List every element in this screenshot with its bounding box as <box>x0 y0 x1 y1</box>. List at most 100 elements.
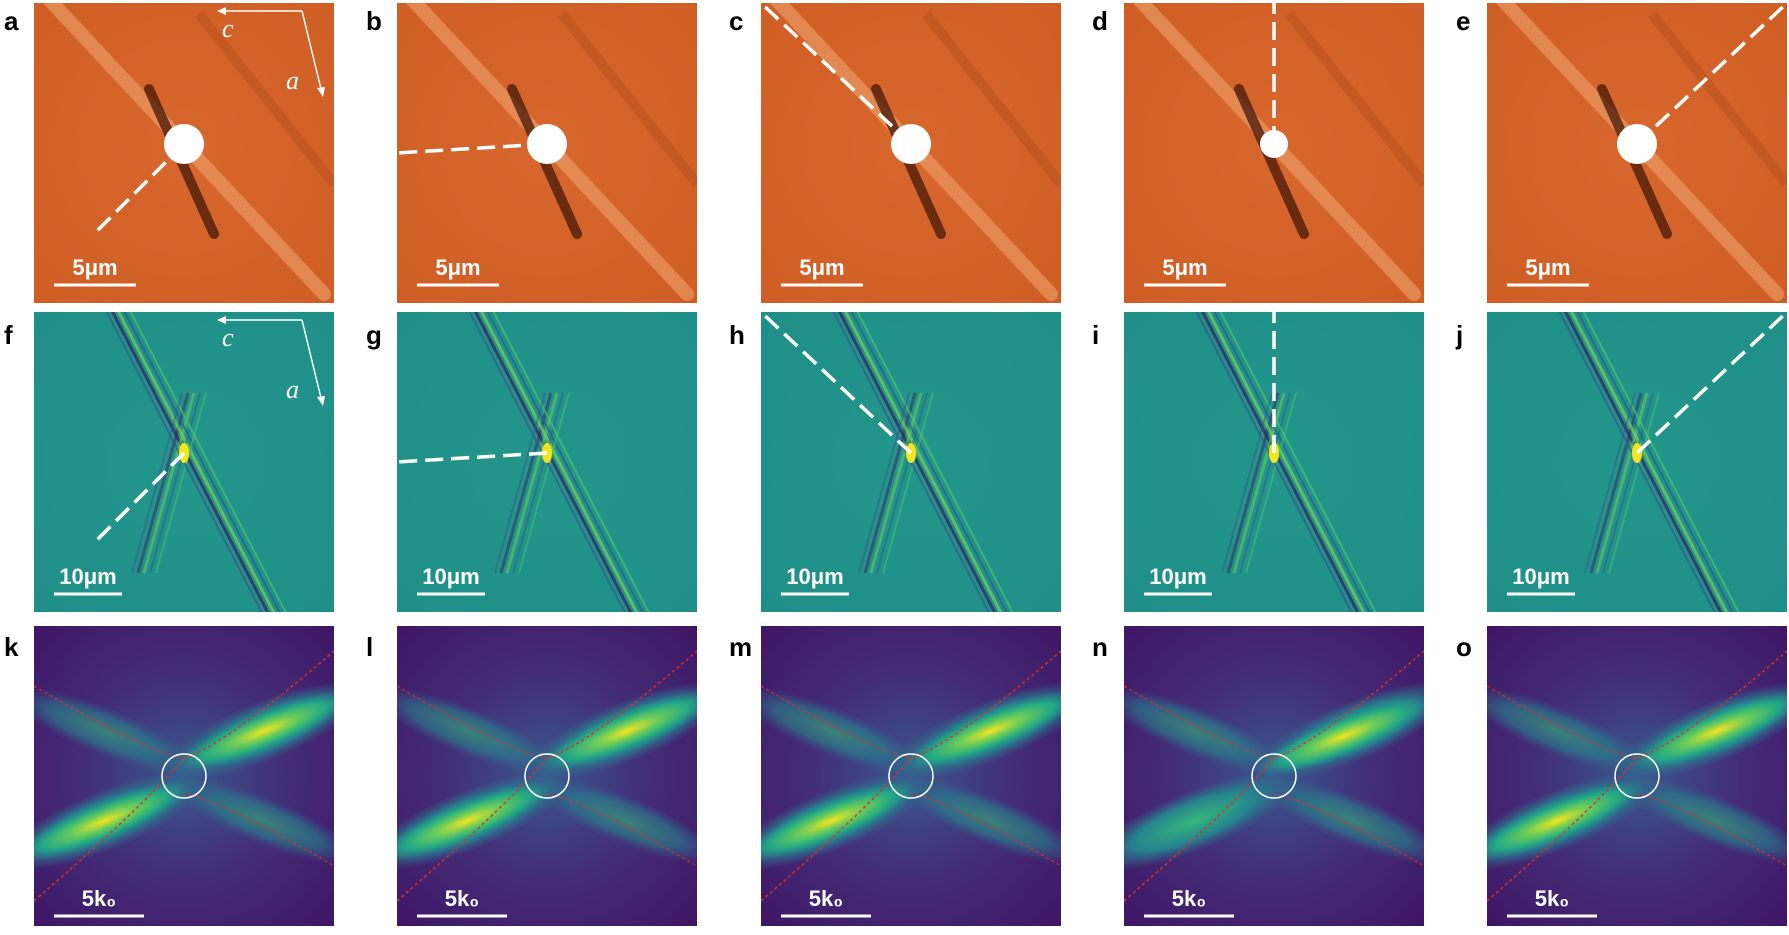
light-cone <box>1251 753 1297 799</box>
fringe <box>505 392 559 574</box>
fringe <box>1584 392 1636 574</box>
fringe <box>479 312 639 612</box>
axis-label: a <box>286 375 299 404</box>
lobe <box>1260 777 1424 865</box>
panel: 5k₀ <box>1487 626 1787 926</box>
lobe <box>175 690 334 772</box>
streak <box>540 137 694 301</box>
fringe <box>858 392 910 574</box>
lobe <box>34 687 198 775</box>
panel: 10μm <box>761 312 1061 612</box>
fringe <box>129 312 287 612</box>
fringe <box>863 392 917 574</box>
fringe <box>1602 392 1654 574</box>
panel: 5k₀ <box>761 626 1061 926</box>
panel: 5μm c a <box>34 3 334 303</box>
dispersion <box>397 685 697 867</box>
fringe <box>123 312 281 612</box>
lobe <box>533 777 697 865</box>
panel: 10μm <box>397 312 697 612</box>
polarization-line <box>761 312 913 455</box>
panel-label: b <box>366 6 382 36</box>
lobe <box>397 687 561 775</box>
panel: 5μm <box>1124 3 1424 303</box>
fringe <box>856 312 1014 612</box>
axis-label: a <box>286 66 299 95</box>
fringe <box>142 392 196 574</box>
fringe <box>1595 392 1649 574</box>
fringe <box>882 392 934 574</box>
panel: 5μm <box>1487 3 1787 303</box>
polarization-line <box>1635 3 1787 146</box>
scale-bar-label: 10μm <box>59 564 117 589</box>
fringe <box>1576 312 1734 612</box>
streak <box>558 10 697 188</box>
polarization-line <box>92 451 186 545</box>
lobe <box>1124 771 1297 871</box>
panel: 10μm c a <box>34 312 334 612</box>
streak <box>1234 84 1309 239</box>
streak <box>177 137 331 301</box>
dispersion <box>34 685 334 867</box>
scale-bar-label: 5μm <box>799 255 844 280</box>
scale-bar-label: 5μm <box>72 255 117 280</box>
panel: 5μm <box>761 3 1061 303</box>
panel: 10μm <box>1487 312 1787 612</box>
fringe <box>486 312 644 612</box>
dispersion <box>761 685 1061 867</box>
streak <box>904 137 1058 301</box>
fringe <box>1569 312 1729 612</box>
fringe <box>1582 312 1740 612</box>
fringe <box>518 392 570 574</box>
fringe <box>136 392 190 574</box>
fringe <box>1245 392 1297 574</box>
light-cone <box>161 753 207 799</box>
panel-label: j <box>1455 320 1463 350</box>
arrow-head <box>317 396 325 406</box>
dispersion <box>34 650 334 902</box>
streak <box>1267 137 1421 301</box>
panel: 5k₀ <box>397 626 697 926</box>
lobe <box>902 690 1061 772</box>
lobe <box>170 777 334 865</box>
fringe <box>499 392 553 574</box>
axis-arrow <box>301 10 323 94</box>
panel-label: o <box>1456 632 1472 662</box>
arrow-head <box>217 7 226 15</box>
panel-label: m <box>729 632 752 662</box>
streak <box>922 10 1061 188</box>
panel-label: i <box>1092 320 1099 350</box>
lobe <box>538 690 697 772</box>
panel-label: a <box>4 6 19 36</box>
fringe <box>155 392 207 574</box>
lobe <box>1487 780 1646 862</box>
fringe <box>843 312 1003 612</box>
streak <box>1648 10 1787 188</box>
fringe <box>494 392 546 574</box>
fringe <box>512 392 564 574</box>
panel: 5k₀ <box>1124 626 1424 926</box>
lobe <box>397 780 556 862</box>
scale-bar-label: 10μm <box>786 564 844 589</box>
scale-bar-label: 10μm <box>422 564 480 589</box>
scale-bar-label: 5k₀ <box>1535 886 1569 911</box>
panel: 5μm <box>397 3 697 303</box>
dispersion <box>397 650 697 902</box>
light-cone <box>524 753 570 799</box>
scale-bar-label: 10μm <box>1512 564 1570 589</box>
polarization-line <box>761 3 913 146</box>
lobe <box>1623 777 1787 865</box>
light-cone <box>888 753 934 799</box>
scale-bar-label: 5k₀ <box>1172 886 1206 911</box>
lobe <box>1255 695 1424 777</box>
lobe <box>1124 687 1288 775</box>
panel-label: e <box>1456 6 1470 36</box>
panel-label: k <box>4 632 19 662</box>
arrow-head <box>217 316 226 324</box>
lobe <box>761 687 925 775</box>
fringe <box>1239 392 1291 574</box>
panel: 5k₀ <box>34 626 334 926</box>
panel-label: l <box>366 632 373 662</box>
panel-label: n <box>1092 632 1108 662</box>
